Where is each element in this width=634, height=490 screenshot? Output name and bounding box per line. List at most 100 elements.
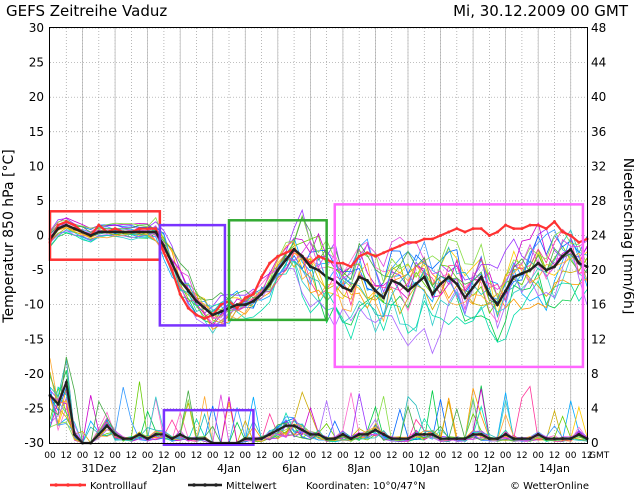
y-tick-label: 30 xyxy=(29,21,44,35)
hour-tick-label: 00 xyxy=(500,451,512,461)
mean-series-point xyxy=(235,303,239,307)
control-series-point xyxy=(56,223,60,227)
control-series-point xyxy=(496,230,499,234)
legend-mean-label: Mittelwert xyxy=(226,481,277,490)
control-series-point xyxy=(463,230,467,234)
mean-precip-series-point xyxy=(333,437,337,441)
mean-precip-series-point xyxy=(203,437,207,441)
mean-series-point xyxy=(64,223,68,227)
control-series-point xyxy=(479,227,483,231)
y-tick-label: 15 xyxy=(29,125,44,139)
mean-series-point xyxy=(300,254,304,258)
date-label: 12Jan xyxy=(474,462,505,475)
mean-series-point xyxy=(81,230,85,234)
mean-precip-series-point xyxy=(292,424,296,428)
control-series-point xyxy=(268,261,272,265)
hour-tick-label: 12 xyxy=(581,451,592,461)
hour-tick-label: 00 xyxy=(44,451,56,461)
mean-precip-series-point xyxy=(243,437,247,441)
control-series-point xyxy=(552,220,556,224)
highlight-boxes xyxy=(48,203,585,446)
mean-series-point xyxy=(528,268,532,272)
hour-tick-label: 12 xyxy=(93,451,104,461)
mean-series-point xyxy=(390,278,394,282)
mean-precip-series-point xyxy=(284,424,288,428)
control-series-point xyxy=(520,227,524,231)
hour-tick-label: 00 xyxy=(174,451,186,461)
hour-tick-label: 00 xyxy=(402,451,414,461)
control-series-point xyxy=(406,240,410,244)
control-series-point xyxy=(146,227,150,231)
control-series-point xyxy=(455,227,459,231)
hour-tick-label: 12 xyxy=(256,451,267,461)
control-series-point xyxy=(186,306,190,310)
control-series-point xyxy=(398,244,402,248)
mean-precip-series-point xyxy=(382,432,386,436)
box-rebound-green xyxy=(227,219,328,322)
mean-precip-series-point xyxy=(520,437,524,441)
ensemble-member-temperature xyxy=(49,230,588,317)
mean-precip-series-point xyxy=(186,437,190,441)
run-datetime: Mi, 30.12.2009 00 GMT xyxy=(453,2,629,20)
control-series-point xyxy=(365,251,369,255)
mean-precip-series-point xyxy=(72,432,76,436)
hour-tick-label: 12 xyxy=(549,451,560,461)
ensemble-member-temperature xyxy=(49,223,588,319)
mean-precip-series-point xyxy=(504,432,508,436)
mean-series-point xyxy=(178,278,182,282)
hour-tick-label: 12 xyxy=(321,451,332,461)
mean-precip-series-point xyxy=(113,432,117,436)
hour-tick-label: 00 xyxy=(370,451,382,461)
control-series-point xyxy=(64,220,68,224)
date-label: 10Jan xyxy=(409,462,440,475)
control-series-point xyxy=(178,292,182,296)
legend: Kontrolllauf Mittelwert Koordinaten: 10°… xyxy=(50,481,589,490)
control-series-point xyxy=(138,227,141,231)
y-tick-label: 5 xyxy=(36,194,44,208)
hour-tick-label: 00 xyxy=(435,451,447,461)
control-series-point xyxy=(414,240,418,244)
hour-tick-label: 00 xyxy=(142,451,154,461)
mean-precip-series-point xyxy=(390,437,394,441)
control-series-point xyxy=(72,223,76,227)
mean-series-point xyxy=(276,268,280,272)
hour-tick-label: 00 xyxy=(337,451,349,461)
mean-series-point xyxy=(512,275,516,279)
control-series-point xyxy=(512,227,516,231)
date-label: 6Jan xyxy=(282,462,306,475)
hour-tick-label: 00 xyxy=(77,451,89,461)
mean-precip-series-point xyxy=(561,437,565,441)
mean-series-point xyxy=(463,296,467,300)
mean-series-point xyxy=(308,265,312,269)
date-label: 8Jan xyxy=(347,462,371,475)
mean-series-point xyxy=(430,292,434,296)
mean-series-point xyxy=(439,282,443,286)
date-label: 4Jan xyxy=(217,462,241,475)
mean-precip-series-point xyxy=(357,432,361,436)
mean-precip-series-point xyxy=(64,380,68,384)
mean-series-point xyxy=(398,282,402,286)
y-tick-label: -30 xyxy=(24,436,44,450)
control-series-point xyxy=(504,223,508,227)
mean-series-point xyxy=(536,261,540,265)
mean-precip-series-point xyxy=(414,432,418,436)
control-series-point xyxy=(569,234,573,237)
mean-precip-series-point xyxy=(121,437,125,441)
control-series-point xyxy=(113,227,117,231)
mean-precip-series-point xyxy=(463,437,467,441)
date-label: 31Dez xyxy=(81,462,116,475)
credit-label: © WetterOnline xyxy=(510,481,589,490)
control-series-point xyxy=(219,303,223,307)
mean-series-point xyxy=(471,285,475,289)
mean-precip-series-point xyxy=(422,432,426,436)
mean-precip-series-point xyxy=(577,432,581,436)
mean-precip-series-point xyxy=(349,437,353,441)
hour-tick-label: 12 xyxy=(419,451,430,461)
mean-series-point xyxy=(194,299,198,303)
hour-tick-label: 12 xyxy=(386,451,397,461)
y-tick-label: -5 xyxy=(32,263,44,277)
mean-series-point xyxy=(113,230,117,234)
hour-tick-label: 00 xyxy=(109,451,121,461)
